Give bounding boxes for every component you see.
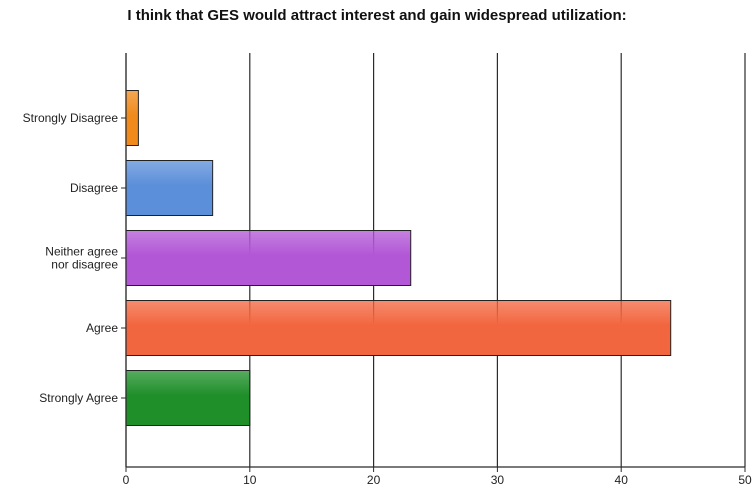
bar-strongly-disagree [125, 90, 139, 146]
x-tick-label: 30 [491, 473, 505, 487]
bars [125, 90, 672, 426]
category-label: Disagree [70, 181, 118, 195]
chart-title: I think that GES would attract interest … [127, 7, 627, 24]
x-tick-label: 40 [615, 473, 629, 487]
x-tick-label: 20 [367, 473, 381, 487]
bar-neither-agree-nor-disagree [125, 230, 412, 286]
category-label: Strongly Disagree [23, 111, 119, 125]
category-label: Neither agree nor disagree [45, 245, 118, 272]
bar-agree [125, 300, 672, 356]
category-label: Agree [86, 321, 118, 335]
axes [121, 53, 746, 472]
x-tick-label: 0 [123, 473, 130, 487]
bar-disagree [125, 160, 214, 216]
x-tick-label: 10 [243, 473, 257, 487]
bar-strongly-agree [125, 370, 251, 426]
labels: 0 10 20 30 40 50 Strongly Disagree Disagree Neit… [23, 111, 752, 487]
x-tick-label: 50 [738, 473, 752, 487]
category-label: Strongly Agree [39, 391, 118, 405]
